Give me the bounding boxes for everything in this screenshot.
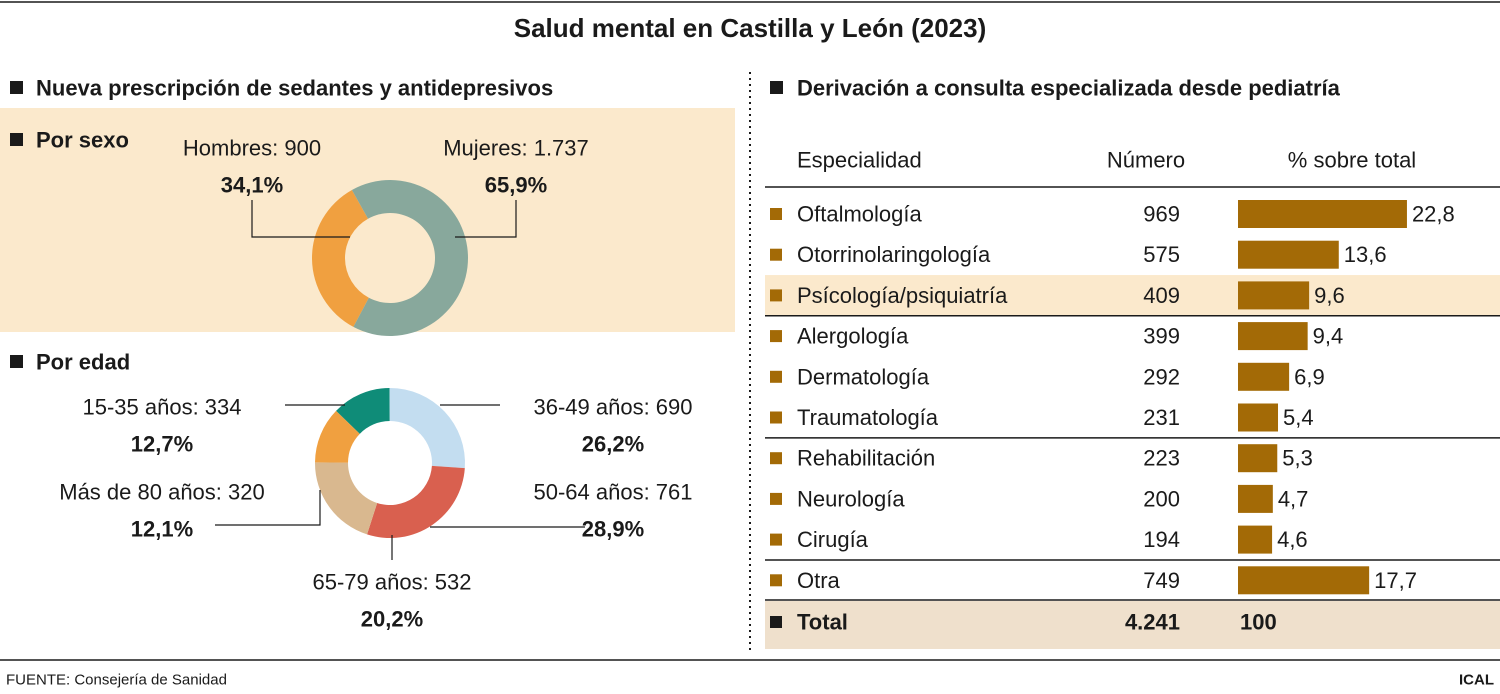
bar bbox=[1238, 525, 1273, 554]
leader-line bbox=[215, 490, 321, 526]
title: Salud mental en Castilla y León (2023) bbox=[514, 13, 986, 43]
row-number: 399 bbox=[1143, 324, 1180, 349]
row-label: Neurología bbox=[797, 486, 905, 511]
row-label: Oftalmología bbox=[797, 202, 922, 227]
segment-label: 15-35 años: 334 bbox=[82, 395, 241, 420]
bar bbox=[1238, 403, 1279, 432]
segment-label: Mujeres: 1.737 bbox=[443, 136, 589, 161]
bullet bbox=[10, 133, 23, 146]
bar bbox=[1238, 444, 1278, 473]
bar bbox=[1238, 281, 1310, 310]
row-number: 194 bbox=[1143, 527, 1180, 552]
donut-segment bbox=[315, 462, 378, 535]
right-heading: Derivación a consulta especializada desd… bbox=[797, 76, 1341, 101]
row-number: 409 bbox=[1143, 283, 1180, 308]
bar bbox=[1238, 200, 1407, 228]
leader-line bbox=[251, 200, 350, 238]
bar-value: 5,3 bbox=[1282, 446, 1313, 471]
row-bullet bbox=[770, 370, 782, 383]
bar-value: 17,7 bbox=[1374, 568, 1417, 593]
row-bullet bbox=[770, 574, 782, 587]
segment-label: 36-49 años: 690 bbox=[533, 395, 692, 420]
segment-value: 12,7% bbox=[131, 432, 193, 457]
bar-value: 9,4 bbox=[1313, 324, 1344, 349]
bar bbox=[1238, 362, 1290, 391]
bar-value: 5,4 bbox=[1283, 405, 1314, 430]
row-number: 575 bbox=[1143, 242, 1180, 267]
donut-segment bbox=[315, 410, 360, 463]
row-bullet bbox=[770, 492, 782, 505]
sex-panel bbox=[0, 108, 735, 332]
donut-segment bbox=[367, 465, 465, 538]
donut-segment bbox=[389, 388, 465, 469]
row-label: Alergología bbox=[797, 324, 909, 349]
source: FUENTE: Consejería de Sanidad bbox=[6, 672, 227, 689]
row-label: Cirugía bbox=[797, 527, 869, 552]
total-row bbox=[765, 601, 1500, 649]
total-label: Total bbox=[797, 610, 848, 635]
row-bullet bbox=[770, 289, 782, 302]
row-number: 969 bbox=[1143, 202, 1180, 227]
bar-value: 13,6 bbox=[1344, 242, 1387, 267]
row-bullet bbox=[770, 411, 782, 424]
row-label: Psícología/psiquiatría bbox=[797, 283, 1008, 308]
bar bbox=[1238, 484, 1273, 513]
segment-label: 50-64 años: 761 bbox=[533, 480, 692, 505]
bar-value: 6,9 bbox=[1294, 364, 1325, 389]
bar bbox=[1238, 240, 1339, 269]
bullet bbox=[770, 81, 783, 94]
donut-segment bbox=[351, 180, 468, 336]
row-label: Otra bbox=[797, 568, 841, 593]
bar-value: 4,7 bbox=[1278, 486, 1309, 511]
bullet bbox=[10, 355, 23, 368]
total-number: 4.241 bbox=[1125, 610, 1180, 635]
row-number: 200 bbox=[1143, 486, 1180, 511]
column-header: Especialidad bbox=[797, 148, 922, 173]
segment-label: Hombres: 900 bbox=[183, 136, 321, 161]
row-bullet bbox=[770, 452, 782, 465]
segment-label: Más de 80 años: 320 bbox=[59, 480, 264, 505]
sex-heading: Por sexo bbox=[36, 128, 129, 153]
row-bullet bbox=[770, 533, 782, 546]
highlight-row bbox=[765, 275, 1500, 316]
column-header: % sobre total bbox=[1288, 148, 1416, 173]
segment-label: 65-79 años: 532 bbox=[312, 570, 471, 595]
bar bbox=[1238, 322, 1308, 351]
row-bullet bbox=[770, 248, 782, 261]
row-number: 231 bbox=[1143, 405, 1180, 430]
row-number: 749 bbox=[1143, 568, 1180, 593]
row-label: Rehabilitación bbox=[797, 446, 935, 471]
total-percent: 100 bbox=[1240, 610, 1277, 635]
row-number: 292 bbox=[1143, 364, 1180, 389]
bullet bbox=[10, 81, 23, 94]
age-heading: Por edad bbox=[36, 350, 130, 375]
leader-line bbox=[455, 200, 517, 238]
bar-value: 4,6 bbox=[1277, 527, 1308, 552]
left-heading: Nueva prescripción de sedantes y antidep… bbox=[36, 76, 553, 101]
row-label: Traumatología bbox=[797, 405, 939, 430]
segment-value: 26,2% bbox=[582, 432, 644, 457]
segment-value: 12,1% bbox=[131, 517, 193, 542]
row-bullet bbox=[770, 616, 782, 628]
bar bbox=[1238, 566, 1370, 595]
bar-value: 9,6 bbox=[1314, 283, 1345, 308]
credit: ICAL bbox=[1459, 672, 1494, 689]
row-label: Otorrinolaringología bbox=[797, 242, 991, 267]
segment-value: 34,1% bbox=[221, 173, 283, 198]
column-header: Número bbox=[1107, 148, 1185, 173]
donut-segment bbox=[312, 189, 369, 327]
segment-value: 65,9% bbox=[485, 173, 547, 198]
row-label: Dermatología bbox=[797, 364, 930, 389]
bar-value: 22,8 bbox=[1412, 202, 1455, 227]
row-bullet bbox=[770, 208, 782, 220]
segment-value: 20,2% bbox=[361, 607, 423, 632]
donut-segment bbox=[336, 388, 390, 434]
row-bullet bbox=[770, 330, 782, 343]
segment-value: 28,9% bbox=[582, 517, 644, 542]
row-number: 223 bbox=[1143, 446, 1180, 471]
